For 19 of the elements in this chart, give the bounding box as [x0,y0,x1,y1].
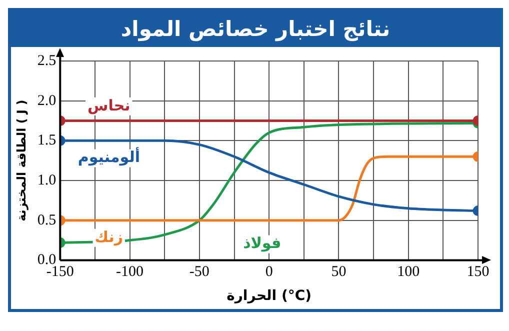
x-tick-label: 100 [397,264,420,280]
x-tick-label: -100 [116,264,144,280]
y-tick-label: 0.5 [37,212,56,228]
x-tick-label: 0 [265,264,273,280]
y-tick-label: 1.0 [37,172,56,188]
x-tick-label: -50 [189,264,210,280]
text: فولاذ [243,234,282,252]
series-label: ألومنيوم [78,147,140,166]
x-tick-label: -150 [46,264,74,280]
x-tick-label: 50 [331,264,346,280]
series-label: نحاس [88,96,130,114]
chart-title: نتائج اختبار خصائص المواد [11,11,500,47]
y-tick-label: 2.5 [37,52,56,69]
x-axis-title: الحرارة (°C) [226,288,312,304]
x-tick-label: 150 [466,264,490,280]
series-label: زنك [94,228,124,246]
y-tick-label: 1.5 [37,132,56,149]
y-axis-title: الطاقة المختزنة ( J ) [14,100,28,222]
y-tick-label: 2.0 [37,92,56,109]
